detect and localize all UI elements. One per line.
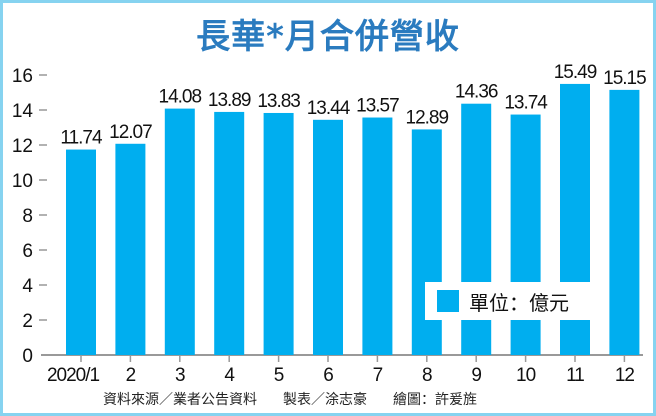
x-tick-label: 2020/1	[47, 365, 100, 386]
x-tick-label: 8	[422, 365, 432, 386]
bar	[609, 89, 640, 355]
table-credit: 製表／涂志豪	[283, 392, 367, 408]
bar	[164, 108, 195, 355]
bar-value-label: 11.74	[60, 128, 103, 149]
y-tick-label: 16	[12, 66, 33, 87]
y-tick-label: 8	[22, 206, 33, 227]
source-credit: 資料來源／業者公告資料	[103, 392, 257, 408]
y-tick-label: 4	[22, 276, 33, 297]
y-tick-label: 14	[12, 101, 34, 122]
bar-value-label: 13.74	[504, 93, 548, 114]
x-tick-label: 10	[516, 365, 536, 386]
legend-label: 單位：億元	[469, 290, 569, 315]
x-tick-label: 7	[373, 365, 383, 386]
y-tick-label: 2	[22, 311, 33, 332]
bar-value-label: 15.15	[603, 68, 646, 89]
bar	[313, 119, 343, 355]
chart-title: 長華*月合併營收	[196, 17, 460, 57]
x-tick-label: 3	[175, 365, 185, 386]
bar	[66, 149, 96, 355]
bar	[411, 129, 442, 355]
legend-swatch	[437, 290, 459, 312]
bar	[115, 143, 146, 355]
x-tick-label: 12	[615, 365, 635, 386]
bar	[214, 111, 245, 355]
drawing-credit: 繪圖：許爰旌	[393, 392, 477, 408]
bar-value-label: 13.89	[208, 90, 251, 111]
bar-value-label: 13.44	[307, 98, 351, 119]
bar-value-label: 13.83	[257, 91, 300, 112]
bar-value-label: 12.89	[406, 107, 449, 128]
plot-area: 0 2 4 6 8 10 12 14 16 11.74 2020/1 12.07 2 14.08 3 13.8…	[12, 62, 647, 386]
bar-value-label: 14.08	[159, 87, 202, 108]
bar-value-label: 12.07	[109, 122, 152, 143]
y-tick-label: 0	[22, 346, 33, 367]
credits: 資料來源／業者公告資料 製表／涂志豪 繪圖：許爰旌	[103, 389, 503, 409]
bar	[362, 117, 393, 356]
x-tick-label: 11	[566, 365, 584, 386]
bar-value-label: 14.36	[455, 82, 498, 103]
bar-value-label: 13.57	[356, 96, 399, 117]
y-tick-label: 6	[22, 241, 33, 262]
x-tick-label: 4	[224, 365, 235, 386]
y-tick-label: 10	[12, 171, 33, 192]
y-tick-label: 12	[12, 136, 33, 157]
x-tick-label: 2	[126, 365, 136, 386]
x-tick-label: 5	[274, 365, 284, 386]
x-tick-label: 9	[471, 365, 481, 386]
x-tick-label: 6	[323, 365, 333, 386]
bar-value-label: 15.49	[554, 62, 597, 83]
bar	[263, 112, 294, 355]
legend: 單位：億元	[425, 282, 601, 320]
